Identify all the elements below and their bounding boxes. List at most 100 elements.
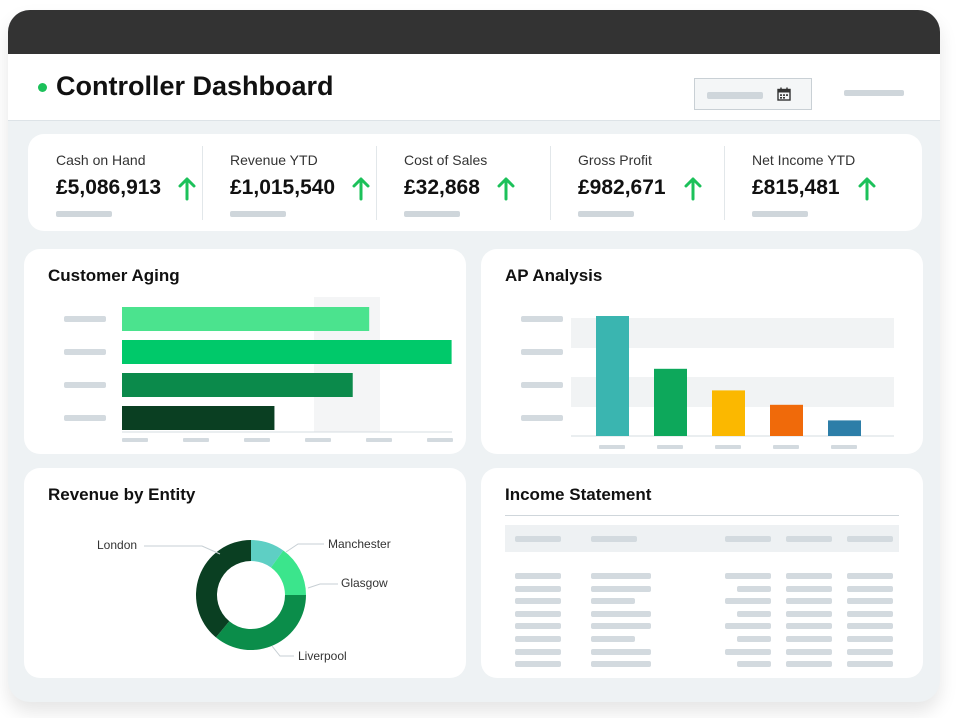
donut-slice [215,595,306,650]
ap-analysis-chart [521,316,894,449]
table-cell-placeholder [515,636,561,642]
aging-bar [122,340,452,364]
kpi-gross-profit[interactable]: Gross Profit £982,671 [550,134,723,231]
kpi-caption-placeholder [230,211,286,217]
table-cell-placeholder [515,648,561,655]
table-cell-placeholder [847,636,893,642]
table-cell-placeholder [847,598,893,605]
kpi-cost-of-sales[interactable]: Cost of Sales £32,868 [376,134,549,231]
table-cell-placeholder [786,585,832,592]
table-cell-placeholder [847,623,893,630]
x-tick-placeholder [366,438,392,442]
table-cell-placeholder [591,661,651,668]
donut-slice [195,540,251,638]
donut-slice [270,550,306,595]
revenue-by-entity-card[interactable]: Revenue by Entity London Manchester Glas… [24,468,466,678]
table-cell-placeholder [515,661,561,668]
ap-analysis-card[interactable]: AP Analysis [481,249,923,454]
kpi-caption-placeholder [404,211,460,217]
table-cell-placeholder [786,623,832,630]
kpi-value: £982,671 [578,176,666,199]
kpi-label: Net Income YTD [752,152,856,168]
table-cell-placeholder [591,573,651,579]
ap-bar [770,404,803,436]
page-title: Controller Dashboard [56,71,334,101]
kpi-net-income-ytd[interactable]: Net Income YTD £815,481 [724,134,897,231]
x-tick-placeholder [122,438,148,442]
label-leader-line [307,583,338,589]
slice-label-liverpool: Liverpool [298,649,347,663]
column-header-placeholder [515,536,561,542]
ap-bar [596,316,629,436]
kpi-strip: Cash on Hand £5,086,913 Revenue YTD £1,0… [28,134,922,231]
arrow-up-icon [497,177,515,201]
ap-bar [654,368,687,436]
arrow-up-icon [684,177,702,201]
y-tick-placeholder [521,349,563,355]
column-header-placeholder [725,536,771,542]
card-title: Customer Aging [48,266,180,285]
header-menu-placeholder[interactable] [844,90,904,96]
aging-bar [122,307,370,331]
customer-aging-chart [64,297,453,442]
table-cell-placeholder [786,573,832,579]
kpi-label: Gross Profit [578,152,652,168]
kpi-revenue-ytd[interactable]: Revenue YTD £1,015,540 [202,134,375,231]
x-tick-placeholder [427,438,453,442]
kpi-divider [550,146,551,220]
table-cell-placeholder [515,573,561,579]
kpi-caption-placeholder [56,211,112,217]
kpi-label: Cash on Hand [56,152,146,168]
table-cell-placeholder [786,636,832,642]
arrow-up-icon [178,177,196,201]
income-statement-card[interactable]: Income Statement [481,468,923,678]
table-cell-placeholder [591,585,651,592]
y-tick-placeholder [521,382,563,388]
table-header [505,525,899,552]
table-cell-placeholder [725,648,771,655]
kpi-label: Cost of Sales [404,152,488,168]
kpi-cash-on-hand[interactable]: Cash on Hand £5,086,913 [28,134,201,231]
x-tick-placeholder [657,445,683,449]
card-title: AP Analysis [505,266,603,285]
window-titlebar [8,10,940,54]
category-label-placeholder [64,382,106,388]
revenue-by-entity-chart [144,540,338,657]
label-leader-line [285,543,324,553]
table-cell-placeholder [725,623,771,630]
x-tick-placeholder [599,445,625,449]
table-cell-placeholder [591,598,635,605]
customer-aging-card[interactable]: Customer Aging [24,249,466,454]
x-tick-placeholder [715,445,741,449]
kpi-label: Revenue YTD [230,152,318,168]
kpi-value: £815,481 [752,176,840,199]
table-cell-placeholder [847,661,893,668]
donut-slice [251,540,284,568]
kpi-value: £5,086,913 [56,176,162,199]
column-header-placeholder [591,536,637,542]
calendar-icon [777,87,791,101]
table-cell-placeholder [786,598,832,605]
column-header-placeholder [786,536,832,542]
date-picker-value-placeholder [707,92,763,99]
table-divider [505,515,899,516]
table-cell-placeholder [786,610,832,617]
table-cell-placeholder [515,610,561,617]
kpi-value: £32,868 [404,176,480,199]
table-cell-placeholder [737,636,771,642]
aging-bar [122,406,275,430]
dashboard-header: Controller Dashboard [8,54,940,121]
table-cell-placeholder [725,598,771,605]
x-tick-placeholder [773,445,799,449]
table-cell-placeholder [737,661,771,668]
card-title: Income Statement [505,485,652,504]
date-picker[interactable] [694,78,812,110]
table-cell-placeholder [737,585,771,592]
dashboard-window: Controller Dashboard Cash on Hand £5,086… [8,10,940,702]
x-tick-placeholder [183,438,209,442]
x-tick-placeholder [305,438,331,442]
category-label-placeholder [64,316,106,322]
table-cell-placeholder [591,636,635,642]
table-cell-placeholder [515,598,561,605]
table-cell-placeholder [847,573,893,579]
